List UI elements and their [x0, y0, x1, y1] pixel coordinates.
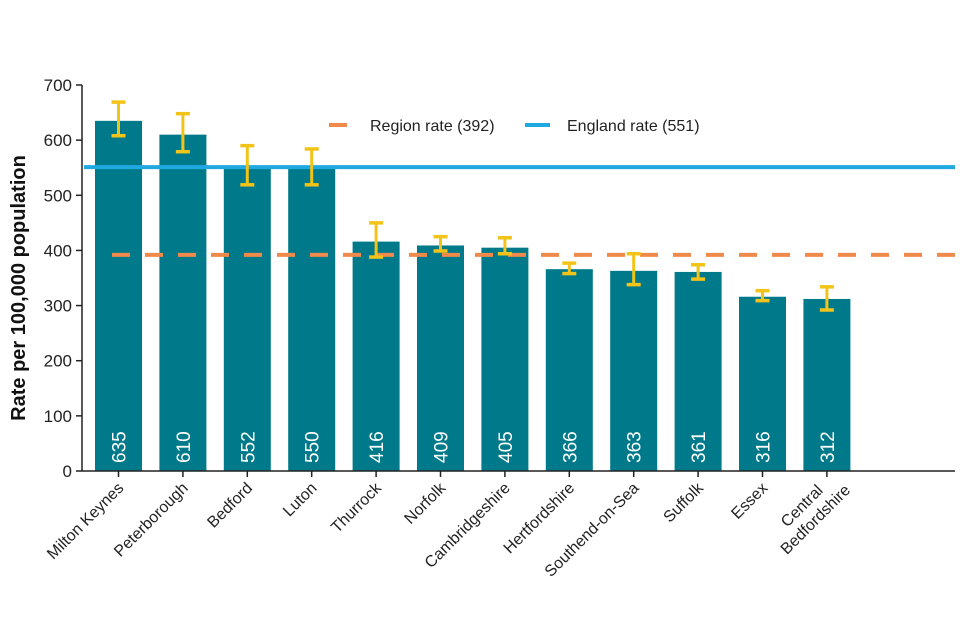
error-bar-bedford [240, 143, 255, 187]
y-axis-title: Rate per 100,000 population [8, 155, 30, 421]
x-tick-label-central-bedfordshire: CentralBedfordshire [764, 468, 854, 558]
bar-value-label: 610 [174, 431, 195, 463]
bar-cambridgeshire [481, 247, 529, 471]
x-tick-label-luton: Luton [280, 480, 320, 520]
bar-value-label: 405 [496, 431, 517, 463]
bar-thurrock [352, 241, 400, 471]
x-tick-label-bedford: Bedford [204, 480, 256, 532]
error-bar-norfolk [433, 234, 448, 253]
reference-lines-layer [84, 165, 955, 257]
bar-suffolk [674, 271, 722, 471]
bar-value-label: 312 [818, 431, 839, 463]
bar-luton [288, 167, 336, 471]
y-tick-label: 600 [44, 131, 72, 150]
bar-bedford [223, 166, 271, 471]
bar-southend-on-sea [610, 270, 658, 471]
bar-value-label: 409 [432, 431, 453, 463]
error-bar-central-bedfordshire [819, 285, 834, 312]
x-tick-label-suffolk: Suffolk [661, 479, 708, 526]
bar-peterborough [159, 134, 207, 471]
bar-value-label: 363 [625, 431, 646, 463]
y-tick-label: 400 [44, 241, 72, 260]
y-tick-label: 0 [63, 462, 72, 481]
bar-milton-keynes [95, 120, 142, 471]
bar-value-labels: 635 610 552 550 416 409 405 366 363 361 316 312 [110, 431, 839, 463]
x-tick-label-essex: Essex [728, 480, 771, 523]
error-bar-peterborough [175, 111, 190, 154]
error-bar-cambridgeshire [497, 235, 512, 256]
y-tick-label: 300 [44, 297, 72, 316]
error-bars-layer [111, 100, 834, 312]
bar-value-label: 635 [110, 431, 131, 463]
bar-hertfordshire [545, 269, 593, 471]
error-bar-luton [304, 147, 319, 187]
x-tick-label-norfolk: Norfolk [401, 479, 450, 528]
y-tick-label: 700 [44, 76, 72, 95]
y-tick-label: 500 [44, 186, 72, 205]
bar-norfolk [417, 245, 464, 471]
error-bar-milton-keynes [111, 100, 126, 138]
bar-value-label: 552 [238, 431, 259, 463]
bar-value-label: 416 [367, 431, 388, 463]
y-tick-label: 100 [44, 407, 72, 426]
x-tick-label-thurrock: Thurrock [328, 479, 385, 536]
bar-value-label: 366 [560, 431, 581, 463]
bars-layer [95, 120, 851, 471]
bar-essex [739, 296, 786, 471]
legend-label-region-rate: Region rate (392) [370, 118, 495, 135]
error-bar-essex [755, 288, 770, 303]
bar-value-label: 316 [754, 431, 775, 463]
error-bar-hertfordshire [562, 261, 577, 276]
bar-value-label: 361 [689, 431, 710, 463]
bar-central-bedfordshire [803, 298, 851, 471]
bar-value-label: 550 [303, 431, 324, 463]
error-bar-suffolk [691, 263, 706, 281]
y-tick-label: 200 [44, 352, 72, 371]
legend-label-england-rate: England rate (551) [567, 118, 700, 135]
error-bar-southend-on-sea [626, 251, 641, 287]
error-bar-thurrock [369, 221, 384, 259]
legend: Region rate (392) England rate (551) [329, 118, 700, 135]
